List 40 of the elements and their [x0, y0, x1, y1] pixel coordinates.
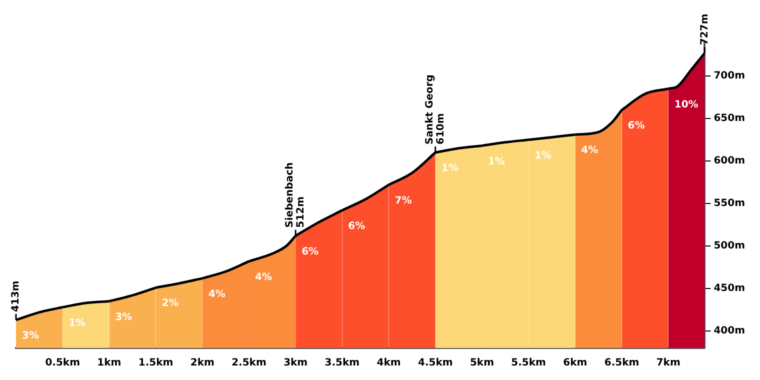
x-tick-label: 4km: [376, 358, 401, 369]
annotation: 3%: [115, 312, 132, 323]
annotation: 6%: [628, 120, 645, 132]
x-tick-label: 0.5km: [45, 358, 80, 369]
annotation: Sankt Georg 610m: [424, 74, 446, 144]
x-tick-label: 6km: [563, 358, 588, 369]
annotation: 1%: [441, 163, 458, 174]
annotation: 727m: [699, 14, 710, 46]
annotation: 1%: [488, 156, 505, 168]
annotation: 7%: [394, 195, 412, 206]
annotation: 6%: [348, 220, 366, 232]
x-tick-label: 2km: [190, 358, 214, 369]
y-tick-label: 550m: [714, 198, 746, 210]
annotation: 4%: [581, 145, 598, 156]
annotation: 413m: [10, 280, 22, 312]
x-tick-label: 5.5km: [511, 358, 546, 369]
x-tick-label: 1.5km: [138, 358, 174, 369]
annotation: 10%: [674, 99, 698, 110]
y-tick-label: 700m: [714, 70, 746, 82]
annotation: 4%: [208, 288, 226, 300]
x-tick-label: 3.5km: [324, 358, 360, 369]
annotation: 4%: [254, 272, 272, 283]
x-tick-label: 6.5km: [604, 358, 640, 369]
x-tick-label: 4.5km: [418, 358, 453, 369]
y-tick-label: 600m: [714, 156, 746, 167]
annotation: 2%: [162, 298, 179, 310]
y-tick-label: 500m: [714, 240, 746, 252]
x-tick-label: 3km: [284, 358, 308, 369]
x-tick-label: 5km: [470, 358, 494, 369]
x-tick-label: 1km: [97, 358, 122, 369]
x-tick-label: 7km: [656, 358, 680, 369]
y-tick-label: 450m: [714, 283, 746, 294]
y-tick-label: 650m: [714, 113, 746, 124]
annotation: 3%: [22, 330, 39, 342]
y-tick-label: 400m: [714, 326, 746, 337]
annotation: 1%: [68, 318, 86, 329]
annotation: Siebenbach 512m: [284, 162, 307, 228]
annotation: 6%: [302, 246, 319, 258]
annotation: 1%: [534, 150, 552, 162]
x-tick-label: 2.5km: [232, 358, 266, 369]
